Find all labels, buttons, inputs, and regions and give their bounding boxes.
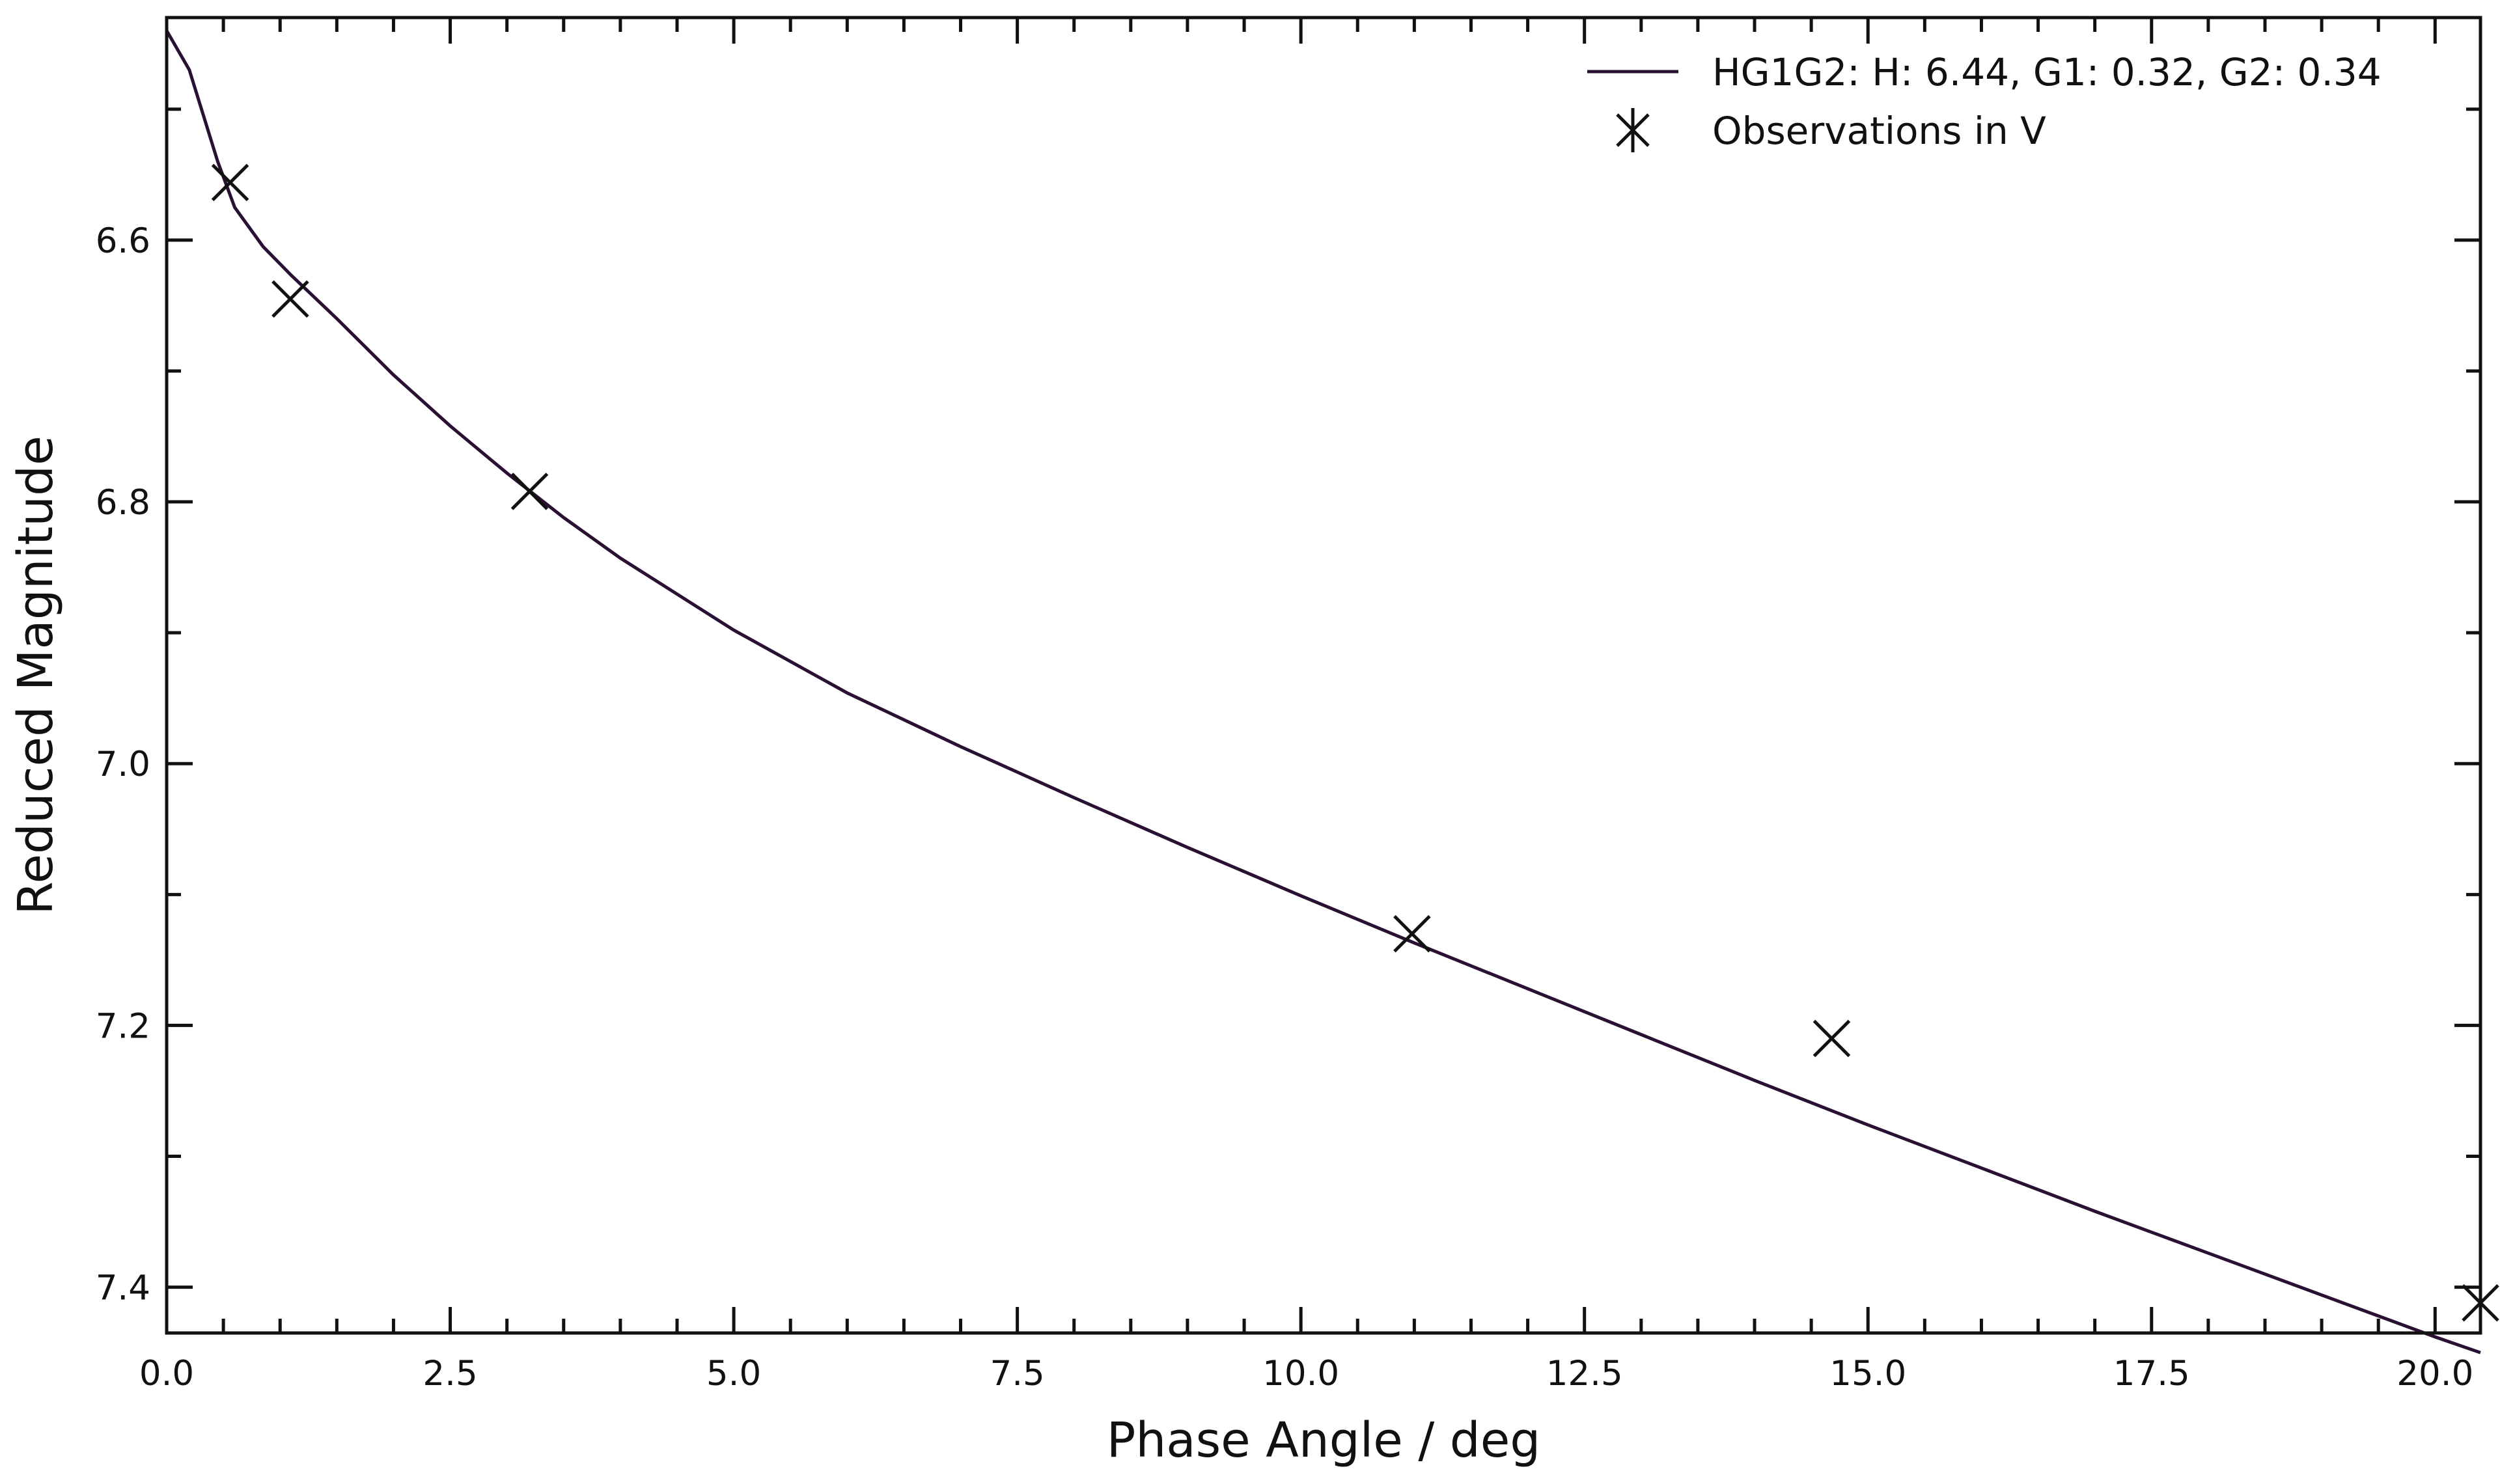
x-tick-label: 15.0 <box>1829 1354 1906 1394</box>
x-tick-label: 10.0 <box>1262 1354 1339 1394</box>
observation-point <box>510 473 549 510</box>
observation-point <box>1393 914 1431 953</box>
legend-marker-swatch <box>1616 108 1650 152</box>
y-tick-label: 6.8 <box>96 483 150 523</box>
observation-point <box>271 280 309 318</box>
legend-label-observations: Observations in V <box>1712 109 2046 153</box>
model-curve-line <box>165 29 2481 1354</box>
y-tick-label: 6.6 <box>96 221 150 261</box>
x-tick-label: 17.5 <box>2113 1354 2190 1394</box>
y-axis-title: Reduced Magnitude <box>8 435 64 914</box>
observation-markers <box>211 163 2499 1322</box>
x-tick-label: 2.5 <box>423 1354 477 1394</box>
axis-ticks <box>165 18 2480 1333</box>
x-tick-label: 12.5 <box>1546 1354 1623 1394</box>
y-tick-label: 7.2 <box>96 1006 150 1046</box>
legend: HG1G2: H: 6.44, G1: 0.32, G2: 0.34 Obser… <box>1587 50 2382 153</box>
observation-point <box>211 163 249 202</box>
plot-frame <box>165 16 2482 1335</box>
observation-point <box>1812 1019 1851 1058</box>
x-axis-title: Phase Angle / deg <box>1107 1412 1541 1468</box>
legend-label-model: HG1G2: H: 6.44, G1: 0.32, G2: 0.34 <box>1712 50 2382 94</box>
x-tick-label: 7.5 <box>990 1354 1044 1394</box>
y-tick-label: 7.0 <box>96 745 150 784</box>
y-tick-label: 7.4 <box>96 1269 150 1308</box>
x-tick-label: 5.0 <box>706 1354 761 1394</box>
x-tick-label: 20.0 <box>2396 1354 2473 1394</box>
x-tick-label: 0.0 <box>139 1354 194 1394</box>
plot-series <box>165 29 2499 1354</box>
tick-labels: 0.0 2.5 5.0 7.5 10.0 12.5 15.0 17.5 20.0 6.6 6.8 7.… <box>96 221 2474 1394</box>
